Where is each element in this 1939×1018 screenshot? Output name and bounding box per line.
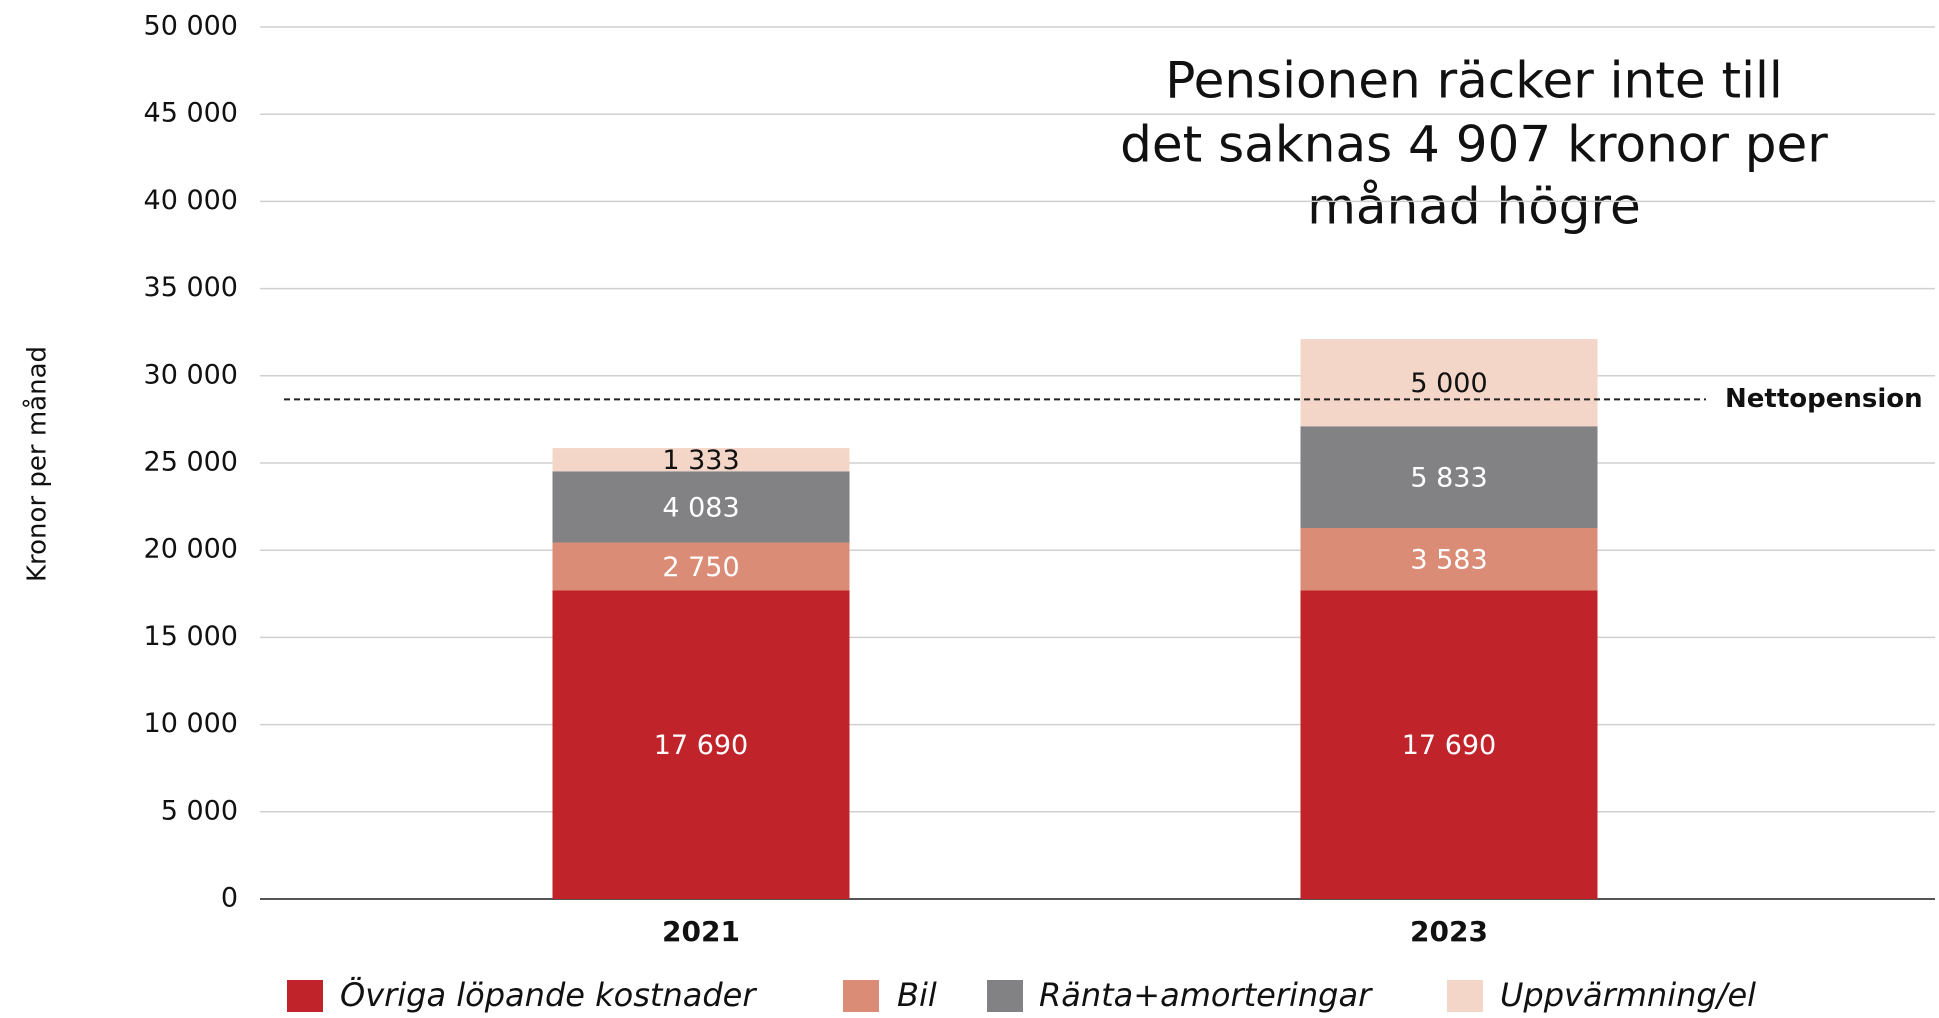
annotation: det saknas 4 907 kronor per	[1120, 116, 1828, 174]
bar-segment	[552, 448, 850, 472]
data-label: 17 690	[1402, 730, 1496, 761]
y-tick-label: 30 000	[144, 359, 238, 390]
legend-label: Övriga löpande kostnader	[340, 976, 757, 1014]
y-tick-label: 15 000	[144, 621, 238, 652]
x-tick-label: 2023	[1410, 915, 1488, 948]
bar-segment	[1300, 527, 1598, 591]
bar-segment	[1300, 426, 1598, 528]
reference-label: Nettopension	[1725, 384, 1923, 414]
bar-segment	[552, 542, 850, 591]
data-label: 5 000	[1410, 368, 1487, 399]
y-tick-label: 45 000	[144, 98, 238, 129]
x-tick-label: 2021	[662, 915, 740, 948]
y-tick-label: 35 000	[144, 272, 238, 303]
legend-label: Ränta+amorteringar	[1039, 976, 1373, 1014]
y-tick-label: 40 000	[144, 185, 238, 216]
y-tick-label: 25 000	[144, 447, 238, 478]
bar-segment	[552, 471, 850, 543]
legend-label: Uppvärmning/el	[1500, 976, 1756, 1014]
bar-segment	[552, 590, 850, 899]
data-label: 5 833	[1410, 463, 1487, 494]
legend-label: Bil	[897, 976, 937, 1014]
y-tick-label: 0	[221, 883, 238, 914]
y-tick-label: 50 000	[144, 11, 238, 42]
bar-segment	[1300, 339, 1598, 427]
y-tick-label: 10 000	[144, 708, 238, 739]
y-tick-label: 20 000	[144, 534, 238, 565]
legend-swatch	[843, 980, 879, 1012]
data-label: 4 083	[662, 492, 739, 523]
legend-swatch	[1447, 980, 1483, 1012]
legend-swatch	[287, 980, 323, 1012]
data-label: 3 583	[1410, 545, 1487, 576]
annotation: Pensionen räcker inte till	[1165, 52, 1783, 110]
data-label: 17 690	[654, 730, 748, 761]
legend-swatch	[987, 980, 1023, 1012]
data-label: 1 333	[662, 445, 739, 476]
annotation: månad högre	[1307, 178, 1641, 236]
y-axis-label: Kronor per månad	[22, 346, 53, 582]
bar-segment	[1300, 590, 1598, 899]
data-label: 2 750	[662, 552, 739, 583]
y-tick-label: 5 000	[161, 795, 238, 826]
